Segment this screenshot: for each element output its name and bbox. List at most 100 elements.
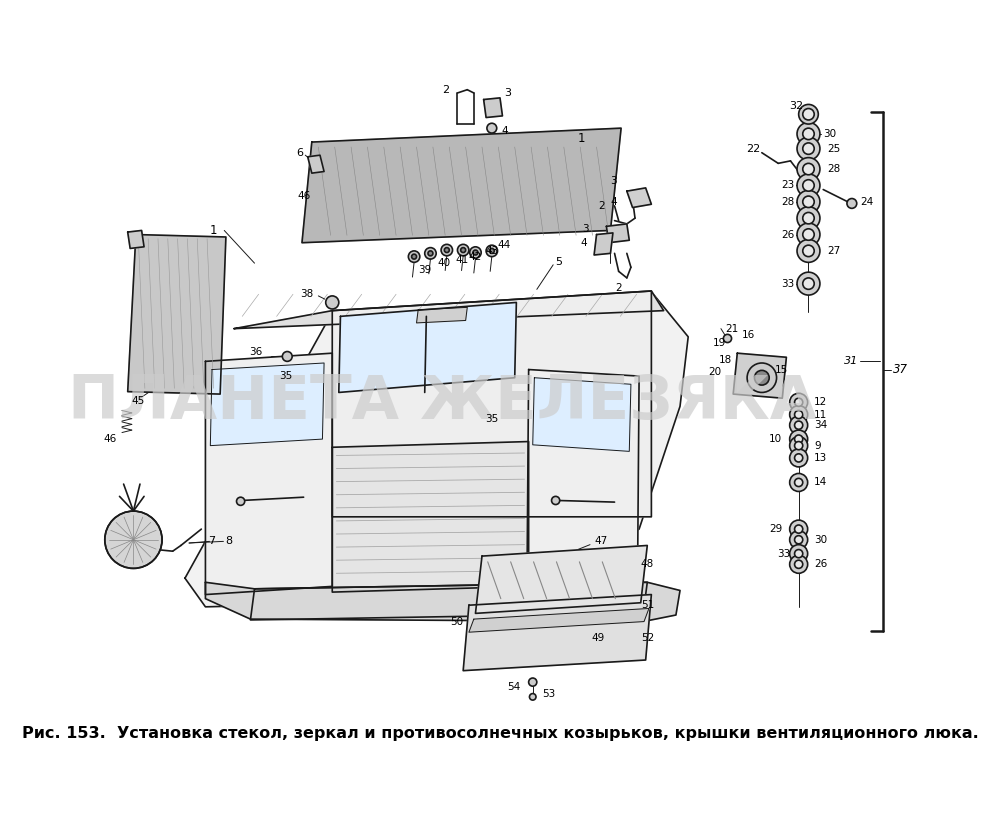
Text: 5: 5 — [555, 257, 562, 266]
Text: 2: 2 — [442, 85, 450, 95]
Circle shape — [795, 411, 803, 418]
Text: 54: 54 — [507, 682, 520, 692]
Circle shape — [470, 247, 481, 258]
Circle shape — [790, 416, 808, 434]
Polygon shape — [417, 308, 467, 323]
Circle shape — [803, 213, 814, 224]
Circle shape — [408, 251, 420, 262]
Circle shape — [795, 435, 803, 443]
Circle shape — [797, 137, 820, 160]
Circle shape — [803, 163, 814, 175]
Text: 14: 14 — [814, 478, 827, 488]
Circle shape — [795, 421, 803, 429]
Circle shape — [799, 105, 818, 124]
Circle shape — [803, 245, 814, 257]
Polygon shape — [533, 378, 631, 451]
Text: 40: 40 — [438, 258, 451, 268]
Circle shape — [747, 363, 777, 393]
Circle shape — [797, 207, 820, 229]
Text: 39: 39 — [418, 265, 431, 275]
Text: 24: 24 — [860, 197, 873, 207]
Text: 21: 21 — [725, 323, 738, 333]
Circle shape — [795, 441, 803, 450]
Text: 50: 50 — [450, 616, 463, 626]
Text: 49: 49 — [592, 633, 605, 643]
Circle shape — [529, 694, 536, 700]
Text: 4: 4 — [502, 125, 508, 135]
Polygon shape — [234, 291, 664, 328]
Text: 29: 29 — [769, 524, 782, 534]
Text: 35: 35 — [279, 371, 292, 381]
Circle shape — [795, 535, 803, 544]
Polygon shape — [332, 291, 651, 516]
Text: 23: 23 — [781, 181, 795, 191]
Circle shape — [790, 394, 808, 412]
Circle shape — [282, 351, 292, 361]
Polygon shape — [308, 155, 324, 173]
Circle shape — [790, 555, 808, 573]
Circle shape — [803, 196, 814, 208]
Polygon shape — [627, 188, 651, 208]
Polygon shape — [733, 353, 786, 398]
Circle shape — [461, 248, 466, 252]
Text: 27: 27 — [827, 246, 841, 256]
Text: 22: 22 — [747, 144, 761, 153]
Text: 20: 20 — [708, 367, 721, 377]
Text: 30: 30 — [823, 129, 836, 139]
Text: 18: 18 — [718, 355, 732, 365]
Circle shape — [552, 497, 560, 505]
Polygon shape — [475, 545, 647, 613]
Text: 41: 41 — [456, 255, 469, 265]
Text: 37: 37 — [893, 363, 908, 376]
Text: 7: 7 — [208, 536, 216, 546]
Polygon shape — [205, 582, 680, 621]
Text: 33: 33 — [777, 549, 790, 559]
Text: 26: 26 — [781, 229, 795, 239]
Circle shape — [803, 128, 814, 139]
Circle shape — [790, 449, 808, 467]
Polygon shape — [527, 370, 639, 587]
Text: 33: 33 — [781, 279, 795, 289]
Circle shape — [795, 478, 803, 487]
Circle shape — [797, 191, 820, 213]
Polygon shape — [332, 441, 529, 592]
Circle shape — [795, 398, 803, 407]
Circle shape — [797, 239, 820, 262]
Circle shape — [795, 454, 803, 462]
Circle shape — [803, 109, 814, 120]
Polygon shape — [250, 582, 647, 620]
Circle shape — [428, 251, 433, 256]
Text: 28: 28 — [781, 197, 795, 207]
Text: 38: 38 — [300, 290, 313, 299]
Polygon shape — [339, 303, 516, 393]
Polygon shape — [205, 353, 332, 595]
Circle shape — [803, 278, 814, 290]
Circle shape — [486, 245, 498, 257]
Text: 46: 46 — [104, 434, 117, 444]
Circle shape — [803, 180, 814, 191]
Text: 4: 4 — [610, 197, 617, 207]
Polygon shape — [185, 292, 688, 607]
Text: 1: 1 — [578, 132, 586, 145]
Text: 47: 47 — [594, 536, 607, 546]
Text: 45: 45 — [132, 396, 145, 406]
Circle shape — [797, 223, 820, 246]
Text: 4: 4 — [581, 238, 588, 248]
Polygon shape — [128, 230, 144, 248]
Circle shape — [444, 248, 449, 252]
Text: 32: 32 — [789, 101, 803, 111]
Polygon shape — [469, 609, 649, 632]
Circle shape — [790, 436, 808, 455]
Text: 13: 13 — [814, 453, 827, 463]
Circle shape — [803, 143, 814, 154]
Polygon shape — [128, 234, 226, 394]
Text: 3: 3 — [505, 88, 512, 98]
Text: 30: 30 — [814, 535, 827, 544]
Text: 43: 43 — [485, 246, 498, 256]
Circle shape — [790, 520, 808, 538]
Text: 11: 11 — [814, 409, 827, 420]
Circle shape — [790, 544, 808, 563]
Text: 51: 51 — [641, 601, 654, 610]
Circle shape — [790, 430, 808, 448]
Text: 8: 8 — [225, 536, 232, 546]
